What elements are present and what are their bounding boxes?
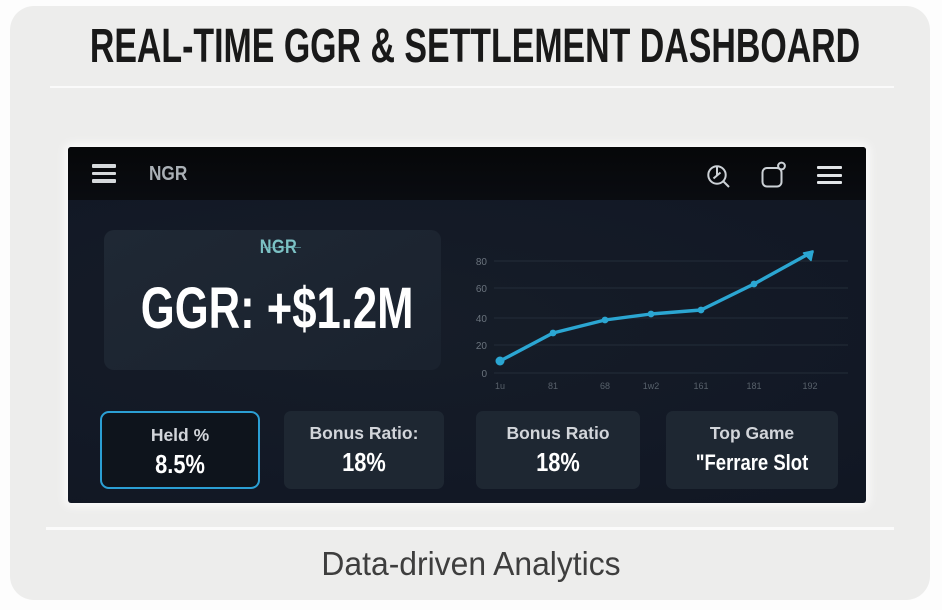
svg-text:60: 60 xyxy=(476,284,488,295)
svg-text:20: 20 xyxy=(476,341,488,352)
svg-text:192: 192 xyxy=(802,381,817,391)
svg-text:80: 80 xyxy=(476,257,488,268)
svg-text:1w2: 1w2 xyxy=(643,381,660,391)
svg-text:1u: 1u xyxy=(495,381,505,391)
svg-text:40: 40 xyxy=(476,314,488,325)
svg-text:81: 81 xyxy=(548,381,558,391)
svg-text:0: 0 xyxy=(481,369,487,380)
svg-text:161: 161 xyxy=(693,381,708,391)
svg-text:68: 68 xyxy=(600,381,610,391)
svg-text:181: 181 xyxy=(746,381,761,391)
